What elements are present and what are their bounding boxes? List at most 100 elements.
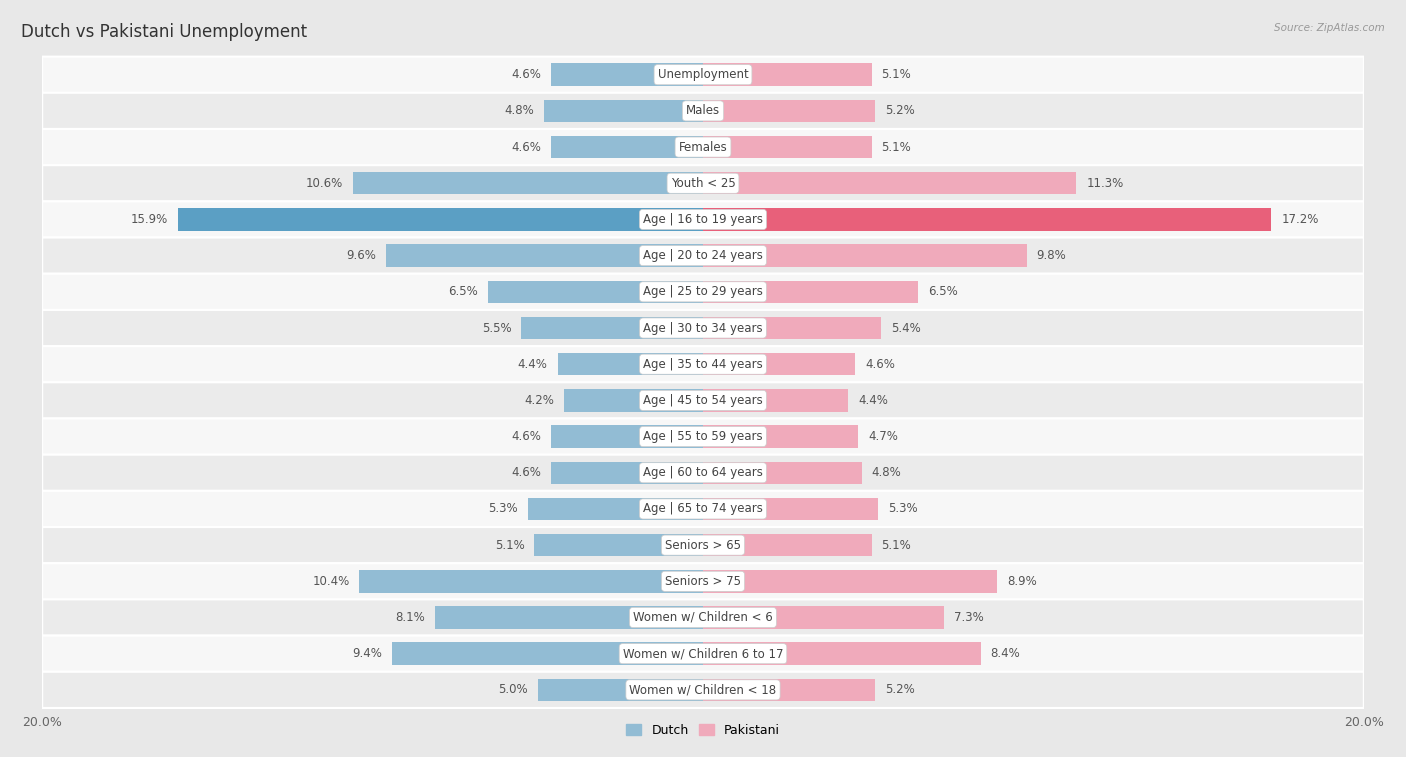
Text: 8.4%: 8.4% bbox=[990, 647, 1021, 660]
Text: 5.1%: 5.1% bbox=[882, 141, 911, 154]
Text: 4.6%: 4.6% bbox=[512, 466, 541, 479]
Bar bbox=[564, 389, 703, 412]
Text: Age | 65 to 74 years: Age | 65 to 74 years bbox=[643, 503, 763, 516]
Bar bbox=[703, 497, 879, 520]
Text: 15.9%: 15.9% bbox=[131, 213, 167, 226]
Text: 4.4%: 4.4% bbox=[858, 394, 889, 407]
Bar bbox=[703, 606, 945, 629]
Bar bbox=[436, 606, 703, 629]
Text: 4.8%: 4.8% bbox=[505, 104, 534, 117]
Text: 9.6%: 9.6% bbox=[346, 249, 375, 262]
Text: 5.2%: 5.2% bbox=[884, 684, 914, 696]
Text: 5.5%: 5.5% bbox=[482, 322, 512, 335]
Text: 6.5%: 6.5% bbox=[449, 285, 478, 298]
FancyBboxPatch shape bbox=[42, 491, 1364, 527]
Bar bbox=[703, 679, 875, 701]
Bar bbox=[703, 389, 848, 412]
Bar bbox=[537, 679, 703, 701]
Text: Women w/ Children < 6: Women w/ Children < 6 bbox=[633, 611, 773, 624]
Bar bbox=[551, 64, 703, 86]
Text: 4.4%: 4.4% bbox=[517, 358, 548, 371]
Text: Males: Males bbox=[686, 104, 720, 117]
Text: Seniors > 65: Seniors > 65 bbox=[665, 539, 741, 552]
Text: Age | 35 to 44 years: Age | 35 to 44 years bbox=[643, 358, 763, 371]
FancyBboxPatch shape bbox=[42, 455, 1364, 491]
FancyBboxPatch shape bbox=[42, 600, 1364, 636]
Text: 4.8%: 4.8% bbox=[872, 466, 901, 479]
Bar bbox=[534, 534, 703, 556]
FancyBboxPatch shape bbox=[42, 310, 1364, 346]
Text: Age | 25 to 29 years: Age | 25 to 29 years bbox=[643, 285, 763, 298]
FancyBboxPatch shape bbox=[42, 57, 1364, 93]
Text: Dutch vs Pakistani Unemployment: Dutch vs Pakistani Unemployment bbox=[21, 23, 308, 41]
Bar bbox=[353, 172, 703, 195]
FancyBboxPatch shape bbox=[42, 274, 1364, 310]
Text: 6.5%: 6.5% bbox=[928, 285, 957, 298]
Bar bbox=[703, 64, 872, 86]
Text: 4.6%: 4.6% bbox=[512, 430, 541, 443]
Bar bbox=[703, 425, 858, 448]
Text: 8.9%: 8.9% bbox=[1007, 575, 1036, 587]
Text: 5.0%: 5.0% bbox=[498, 684, 527, 696]
Text: 5.1%: 5.1% bbox=[495, 539, 524, 552]
Bar bbox=[360, 570, 703, 593]
Bar bbox=[544, 100, 703, 122]
Bar bbox=[703, 462, 862, 484]
Text: 5.2%: 5.2% bbox=[884, 104, 914, 117]
Bar bbox=[703, 643, 980, 665]
Bar bbox=[703, 281, 918, 303]
Text: Females: Females bbox=[679, 141, 727, 154]
Text: 8.1%: 8.1% bbox=[395, 611, 426, 624]
Text: 10.4%: 10.4% bbox=[312, 575, 350, 587]
FancyBboxPatch shape bbox=[42, 129, 1364, 165]
FancyBboxPatch shape bbox=[42, 671, 1364, 708]
FancyBboxPatch shape bbox=[42, 527, 1364, 563]
Text: Age | 45 to 54 years: Age | 45 to 54 years bbox=[643, 394, 763, 407]
Legend: Dutch, Pakistani: Dutch, Pakistani bbox=[621, 718, 785, 742]
Bar bbox=[551, 462, 703, 484]
Text: 5.1%: 5.1% bbox=[882, 539, 911, 552]
Text: Youth < 25: Youth < 25 bbox=[671, 177, 735, 190]
FancyBboxPatch shape bbox=[42, 346, 1364, 382]
Bar bbox=[703, 172, 1077, 195]
FancyBboxPatch shape bbox=[42, 419, 1364, 455]
Bar bbox=[177, 208, 703, 231]
Text: 5.1%: 5.1% bbox=[882, 68, 911, 81]
Bar bbox=[703, 136, 872, 158]
Text: Age | 55 to 59 years: Age | 55 to 59 years bbox=[643, 430, 763, 443]
Bar bbox=[703, 353, 855, 375]
Text: Age | 60 to 64 years: Age | 60 to 64 years bbox=[643, 466, 763, 479]
Text: Age | 16 to 19 years: Age | 16 to 19 years bbox=[643, 213, 763, 226]
Text: 4.7%: 4.7% bbox=[868, 430, 898, 443]
Text: 4.6%: 4.6% bbox=[865, 358, 894, 371]
Text: 11.3%: 11.3% bbox=[1087, 177, 1123, 190]
Text: Age | 20 to 24 years: Age | 20 to 24 years bbox=[643, 249, 763, 262]
Bar bbox=[703, 208, 1271, 231]
Bar bbox=[551, 136, 703, 158]
Text: Source: ZipAtlas.com: Source: ZipAtlas.com bbox=[1274, 23, 1385, 33]
Text: 5.3%: 5.3% bbox=[889, 503, 918, 516]
Bar bbox=[551, 425, 703, 448]
FancyBboxPatch shape bbox=[42, 636, 1364, 671]
FancyBboxPatch shape bbox=[42, 563, 1364, 600]
Bar bbox=[392, 643, 703, 665]
FancyBboxPatch shape bbox=[42, 238, 1364, 274]
Text: 4.6%: 4.6% bbox=[512, 68, 541, 81]
Bar bbox=[558, 353, 703, 375]
Text: Women w/ Children 6 to 17: Women w/ Children 6 to 17 bbox=[623, 647, 783, 660]
Text: 17.2%: 17.2% bbox=[1281, 213, 1319, 226]
FancyBboxPatch shape bbox=[42, 165, 1364, 201]
Bar bbox=[385, 245, 703, 267]
Text: Unemployment: Unemployment bbox=[658, 68, 748, 81]
Bar bbox=[703, 100, 875, 122]
FancyBboxPatch shape bbox=[42, 93, 1364, 129]
Bar bbox=[703, 245, 1026, 267]
Text: 5.3%: 5.3% bbox=[488, 503, 517, 516]
Text: Women w/ Children < 18: Women w/ Children < 18 bbox=[630, 684, 776, 696]
Bar bbox=[703, 534, 872, 556]
Text: Age | 30 to 34 years: Age | 30 to 34 years bbox=[643, 322, 763, 335]
Bar bbox=[703, 316, 882, 339]
Text: 9.4%: 9.4% bbox=[353, 647, 382, 660]
FancyBboxPatch shape bbox=[42, 201, 1364, 238]
Bar bbox=[522, 316, 703, 339]
